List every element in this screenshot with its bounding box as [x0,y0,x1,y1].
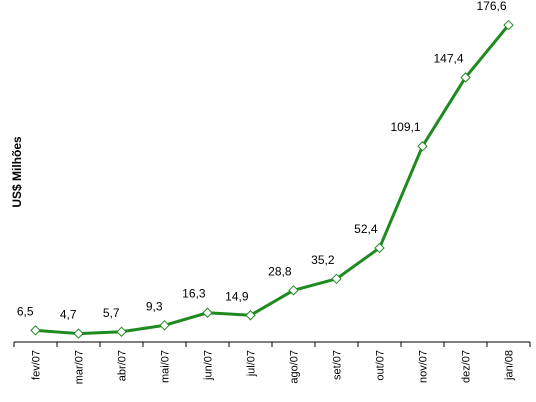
data-markers [30,19,514,339]
data-label: 28,8 [268,264,292,278]
x-tick-label: out/07 [375,350,387,381]
data-point-marker [331,273,342,285]
data-point-marker [116,326,127,337]
data-label: 16,3 [182,287,206,301]
x-tick-label: mai/07 [160,350,172,383]
series-line [35,24,510,336]
data-point-marker [159,320,170,331]
x-tick-label: fev/07 [31,350,43,380]
x-tick-label: jun/07 [203,350,215,381]
data-label: 5,7 [103,306,120,320]
data-label: 9,3 [146,299,163,313]
data-label: 6,5 [17,304,34,318]
x-tick-label: jan/08 [504,350,516,381]
data-point-marker [245,310,256,321]
data-point-marker [202,307,213,318]
x-tick-label: mar/07 [74,350,86,384]
data-label: 176,6 [476,0,506,13]
x-tick-label: abr/07 [117,350,129,381]
x-axis-tick-labels: fev/07 mar/07 abr/07 mai/07 jun/07 jul/07 ago/… [31,350,516,384]
data-label: 14,9 [225,289,249,303]
data-label: 4,7 [60,308,77,322]
data-labels: 6,5 4,7 5,7 9,3 16,3 14,9 28,8 35,2 52,4 109,1 147… [17,0,507,322]
data-point-marker [503,19,514,31]
data-label: 109,1 [390,120,420,134]
x-tick-label: ago/07 [289,350,301,384]
data-label: 35,2 [311,253,335,267]
data-label: 147,4 [433,51,463,65]
data-label: 52,4 [354,222,378,236]
data-point-marker [417,141,428,152]
data-point-marker [30,325,41,336]
data-point-marker [288,285,299,296]
x-tick-label: set/07 [332,350,344,380]
x-tick-label: dez/07 [461,350,473,383]
x-tick-label: nov/07 [418,350,430,383]
y-axis-label: US$ Milhões [10,136,24,208]
x-tick-label: jul/07 [246,350,258,377]
x-axis-ticks [13,342,531,347]
data-point-marker [460,72,471,83]
data-point-marker [374,242,385,254]
data-point-marker [73,328,84,339]
